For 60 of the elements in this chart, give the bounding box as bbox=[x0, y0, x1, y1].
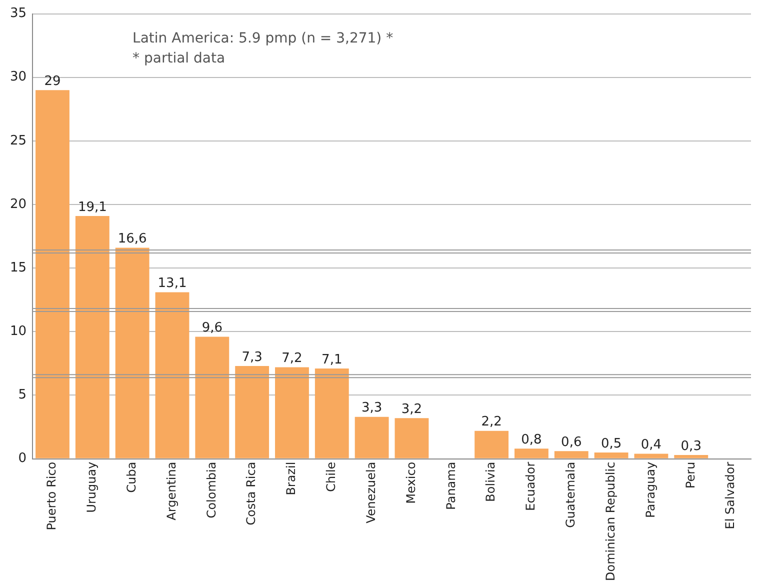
data-label: 0,6 bbox=[561, 435, 582, 450]
y-tick-label: 10 bbox=[10, 324, 27, 340]
y-tick-label: 25 bbox=[10, 133, 27, 148]
bar bbox=[314, 368, 349, 458]
data-label: 0,8 bbox=[521, 432, 542, 448]
data-label: 16,6 bbox=[118, 232, 147, 247]
y-tick-label: 15 bbox=[10, 260, 27, 276]
x-tick-label: Venezuela bbox=[364, 462, 378, 524]
bar bbox=[115, 248, 150, 458]
bar bbox=[36, 90, 70, 458]
y-tick-label: 35 bbox=[10, 6, 27, 22]
data-label: 3,2 bbox=[401, 402, 422, 417]
bar bbox=[594, 452, 628, 458]
data-label: 9,6 bbox=[202, 320, 222, 336]
x-tick-label: Bolivia bbox=[484, 462, 498, 502]
bar bbox=[155, 292, 190, 458]
y-tick-label: 5 bbox=[18, 388, 27, 403]
x-tick-label: Argentina bbox=[164, 462, 178, 520]
x-tick-label: Guatemala bbox=[564, 462, 578, 528]
x-tick-label: El Salvador bbox=[723, 462, 738, 530]
x-tick-label: Uruguay bbox=[84, 462, 99, 513]
bar bbox=[394, 418, 429, 458]
bar bbox=[75, 216, 110, 458]
data-label: 3,3 bbox=[361, 400, 382, 416]
data-label: 2,2 bbox=[481, 414, 502, 430]
x-tick-label: Dominican Republic bbox=[603, 462, 618, 581]
bar bbox=[674, 454, 708, 458]
bar bbox=[195, 336, 230, 458]
x-tick-label: Brazil bbox=[284, 462, 298, 496]
bar bbox=[474, 430, 509, 458]
bar bbox=[634, 454, 668, 458]
y-tick-label: 20 bbox=[10, 196, 27, 212]
data-label: 7,2 bbox=[282, 351, 302, 366]
x-tick-label: Mexico bbox=[404, 462, 418, 504]
data-label: 0,5 bbox=[600, 436, 622, 452]
x-tick-label: Peru bbox=[683, 462, 698, 489]
x-tick-label: Panama bbox=[444, 462, 458, 510]
bar bbox=[354, 416, 389, 458]
y-tick-label: 30 bbox=[10, 70, 27, 85]
x-tick-label: Puerto Rico bbox=[44, 462, 59, 530]
data-label: 7,1 bbox=[322, 352, 342, 368]
x-tick-label: Colombia bbox=[204, 462, 218, 518]
data-label: 29 bbox=[44, 74, 61, 89]
data-label: 19,1 bbox=[78, 200, 107, 215]
x-tick-label: Paraguay bbox=[643, 462, 658, 518]
x-tick-label: Costa Rica bbox=[244, 462, 258, 526]
x-tick-label: Chile bbox=[324, 462, 338, 492]
data-label: 0,4 bbox=[640, 438, 662, 453]
bar bbox=[275, 367, 309, 458]
x-tick-label: Ecuador bbox=[524, 462, 538, 511]
y-tick-label: 0 bbox=[18, 451, 27, 466]
data-label: 7,3 bbox=[242, 350, 262, 365]
bar bbox=[235, 366, 270, 458]
annotation: * partial data bbox=[132, 50, 226, 66]
annotation: Latin America: 5.9 pmp (n = 3,271) * bbox=[132, 30, 394, 46]
bar bbox=[514, 448, 548, 458]
bar bbox=[554, 451, 588, 458]
x-tick-label: Cuba bbox=[124, 462, 138, 493]
data-label: 13,1 bbox=[158, 276, 187, 292]
data-label: 0,3 bbox=[680, 438, 702, 454]
